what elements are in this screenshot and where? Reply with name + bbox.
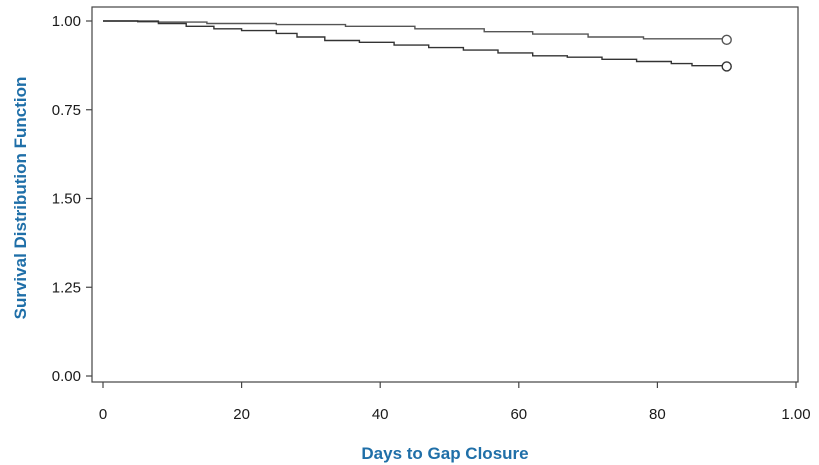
x-tick-label: 60	[510, 406, 527, 423]
plot-frame	[91, 6, 799, 383]
axis-ticks: 0 20 40 60 80 1.00 0.00 1.25 1.50 0.75 1.00	[52, 13, 811, 423]
y-tick-label: 1.50	[52, 191, 81, 208]
y-tick-label: 0.75	[52, 102, 81, 119]
x-axis-title: Days to Gap Closure	[361, 444, 528, 463]
censor-marker	[721, 61, 732, 72]
y-axis-title: Survival Distribution Function	[11, 77, 30, 320]
y-tick-label: 1.25	[52, 279, 81, 296]
survival-curve-2	[103, 20, 728, 67]
x-tick-label: 0	[99, 406, 107, 423]
x-tick-label: 40	[372, 406, 389, 423]
x-tick-label: 80	[649, 406, 666, 423]
y-tick-label: 0.00	[52, 368, 81, 385]
censor-marker	[721, 34, 732, 46]
x-tick-label: 20	[233, 406, 250, 423]
x-tick-label: 1.00	[781, 406, 810, 423]
survival-curve-1	[103, 20, 728, 40]
series-layer	[103, 20, 732, 72]
y-tick-label: 1.00	[52, 13, 81, 30]
